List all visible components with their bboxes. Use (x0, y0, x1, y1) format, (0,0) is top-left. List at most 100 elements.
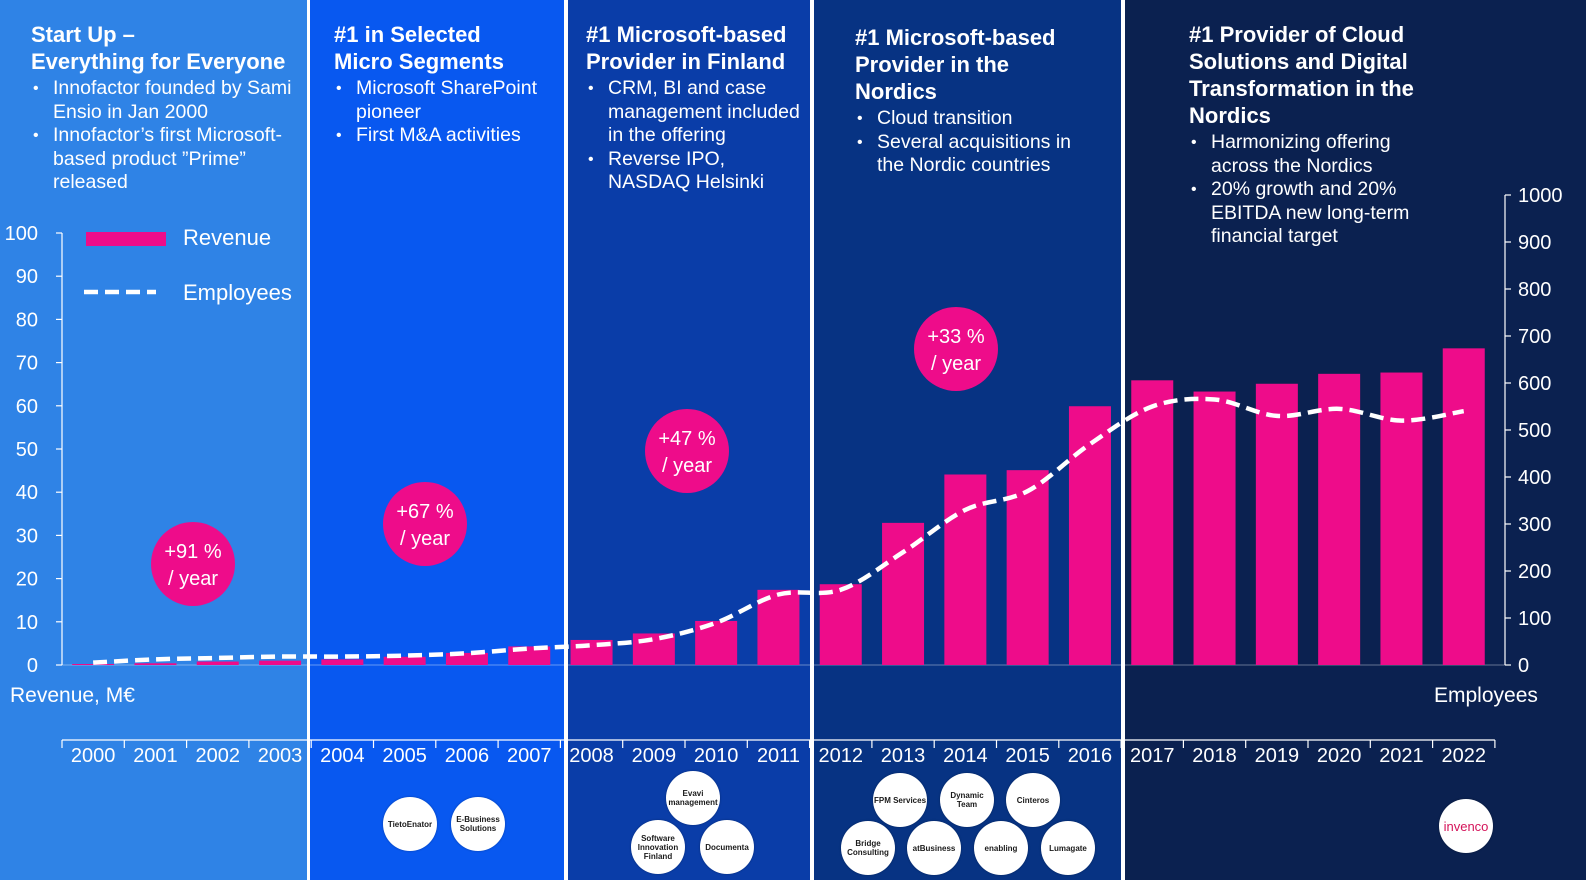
logo-documenta: Documenta (700, 820, 754, 874)
era-bullet: CRM, BI and case management included in … (586, 77, 808, 148)
right-y-tick-label: 900 (1518, 232, 1551, 254)
x-tick-label-2010: 2010 (694, 745, 739, 767)
revenue-bar-2004 (321, 659, 364, 665)
era-bullet: Several acquisitions in the Nordic count… (855, 131, 1095, 178)
left-y-tick-label: 40 (16, 482, 38, 504)
left-y-tick-label: 100 (5, 223, 38, 245)
x-tick-label-2002: 2002 (196, 745, 241, 767)
logo-fpm-services: FPM Services (873, 773, 927, 827)
logo-tietoenator: TietoEnator (383, 797, 437, 851)
revenue-bar-2009 (632, 633, 675, 665)
revenue-bar-2001 (134, 663, 177, 665)
right-y-tick-label: 700 (1518, 326, 1551, 348)
revenue-bar-2014 (944, 474, 987, 665)
right-y-tick-label: 100 (1518, 608, 1551, 630)
x-tick-label-2007: 2007 (507, 745, 552, 767)
left-y-tick-label: 90 (16, 266, 38, 288)
revenue-bar-2002 (196, 661, 239, 665)
left-y-tick-label: 50 (16, 439, 38, 461)
logo-ebusiness-solutions: E-Business Solutions (451, 797, 505, 851)
logo-dynamic-team: Dynamic Team (940, 773, 994, 827)
right-y-tick-label: 300 (1518, 514, 1551, 536)
revenue-bar-2019 (1255, 383, 1298, 665)
right-axis-title: Employees (1434, 684, 1538, 707)
era-bullets-cloud: Harmonizing offering across the Nordics … (1189, 131, 1444, 249)
x-tick-label-2016: 2016 (1068, 745, 1113, 767)
growth-badge-1 (383, 482, 467, 566)
revenue-bar-2022 (1442, 348, 1485, 665)
growth-badge-rate: +47 % (658, 428, 715, 450)
left-y-tick-label: 10 (16, 612, 38, 634)
x-tick-label-2020: 2020 (1317, 745, 1362, 767)
logo-bridge-consulting: Bridge Consulting (841, 821, 895, 875)
x-tick-label-2021: 2021 (1379, 745, 1424, 767)
era-heading-nordics: #1 Microsoft-based Provider in the Nordi… (855, 25, 1056, 104)
era-bullet: Harmonizing offering across the Nordics (1189, 131, 1444, 178)
legend-swatch-revenue (86, 232, 166, 246)
revenue-bar-2011 (757, 589, 800, 665)
growth-badge-period: / year (168, 568, 218, 590)
x-tick-label-2000: 2000 (71, 745, 116, 767)
era-bullet: 20% growth and 20% EBITDA new long-term … (1189, 178, 1444, 249)
revenue-bar-2003 (259, 660, 302, 665)
revenue-bar-2005 (383, 656, 426, 665)
era-heading-finland: #1 Microsoft-based Provider in Finland (586, 22, 787, 74)
growth-badge-3 (914, 307, 998, 391)
x-tick-label-2009: 2009 (632, 745, 677, 767)
era-heading-cloud: #1 Provider of Cloud Solutions and Digit… (1189, 22, 1414, 128)
era-bullets-startup: Innofactor founded by Sami Ensio in Jan … (31, 77, 301, 195)
left-y-tick-label: 30 (16, 525, 38, 547)
left-y-tick-label: 70 (16, 353, 38, 375)
revenue-bar-2020 (1318, 373, 1361, 665)
logo-invenco: invenco (1439, 799, 1493, 853)
legend-label-employees: Employees (183, 280, 292, 305)
right-y-tick-label: 200 (1518, 561, 1551, 583)
revenue-bar-2015 (1006, 470, 1049, 665)
era-bullets-micro-segments: Microsoft SharePoint pioneer First M&A a… (334, 77, 559, 148)
x-tick-label-2001: 2001 (133, 745, 178, 767)
x-tick-label-2004: 2004 (320, 745, 365, 767)
revenue-bar-2012 (819, 584, 862, 665)
era-bullet: Microsoft SharePoint pioneer (334, 77, 559, 124)
era-bullet: Reverse IPO, NASDAQ Helsinki (586, 148, 808, 195)
x-tick-label-2013: 2013 (881, 745, 926, 767)
era-heading-startup: Start Up – Everything for Everyone (31, 22, 286, 74)
x-tick-label-2014: 2014 (943, 745, 988, 767)
era-bullets-nordics: Cloud transition Several acquisitions in… (855, 107, 1095, 178)
logo-atbusiness: atBusiness (907, 821, 961, 875)
growth-badge-rate: +33 % (927, 326, 984, 348)
left-y-tick-label: 60 (16, 396, 38, 418)
growth-badge-rate: +67 % (396, 501, 453, 523)
revenue-bar-2018 (1193, 391, 1236, 665)
right-y-tick-label: 1000 (1518, 185, 1563, 207)
era-bullet: First M&A activities (334, 124, 559, 148)
logo-software-innovation: Software Innovation Finland (631, 820, 685, 874)
x-tick-label-2003: 2003 (258, 745, 303, 767)
era-bullet: Innofactor’s first Microsoft-based produ… (31, 124, 301, 195)
x-tick-label-2006: 2006 (445, 745, 490, 767)
x-tick-label-2011: 2011 (757, 745, 800, 767)
legend-label-revenue: Revenue (183, 225, 272, 250)
revenue-bar-2013 (882, 522, 925, 665)
left-y-tick-label: 80 (16, 309, 38, 331)
revenue-bar-2021 (1380, 372, 1423, 665)
revenue-bar-2017 (1131, 380, 1174, 665)
logo-evavi: Evavi management (666, 771, 720, 825)
growth-badge-period: / year (400, 528, 450, 550)
era-bullets-finland: CRM, BI and case management included in … (586, 77, 808, 195)
x-tick-label-2012: 2012 (819, 745, 864, 767)
left-y-tick-label: 0 (27, 655, 38, 677)
left-axis-title: Revenue, M€ (10, 684, 135, 707)
x-tick-label-2017: 2017 (1130, 745, 1175, 767)
era-heading-micro-segments: #1 in Selected Micro Segments (334, 22, 504, 74)
right-y-tick-label: 0 (1518, 655, 1529, 677)
right-y-tick-label: 500 (1518, 420, 1551, 442)
x-tick-label-2019: 2019 (1255, 745, 1300, 767)
x-tick-label-2018: 2018 (1192, 745, 1237, 767)
x-tick-label-2008: 2008 (569, 745, 614, 767)
logo-cinteros: Cinteros (1006, 773, 1060, 827)
logo-enabling: enabling (974, 821, 1028, 875)
right-y-tick-label: 800 (1518, 279, 1551, 301)
revenue-bar-2016 (1068, 406, 1111, 665)
